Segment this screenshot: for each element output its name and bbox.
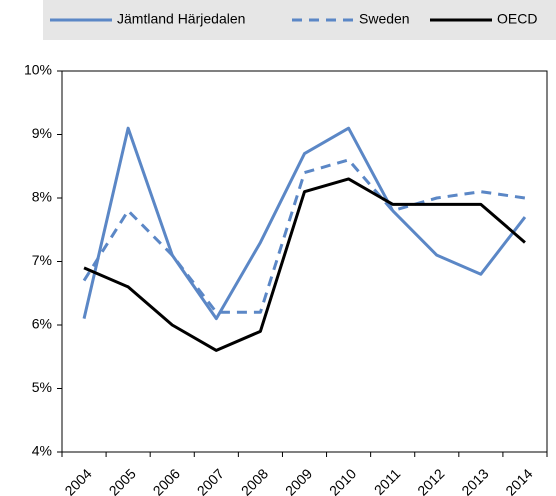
legend-label: OECD — [497, 11, 537, 27]
y-tick-label: 8% — [32, 189, 52, 205]
x-tick-label: 2011 — [371, 465, 404, 496]
x-tick-label: 2008 — [238, 465, 271, 496]
x-tick-label: 2009 — [282, 465, 315, 496]
series-line — [82, 126, 527, 321]
x-tick-label: 2006 — [150, 465, 183, 496]
x-tick-label: 2012 — [414, 465, 447, 496]
x-tick-label: 2005 — [106, 465, 139, 496]
y-tick-label: 5% — [32, 379, 52, 395]
x-tick-label: 2014 — [502, 465, 535, 496]
y-tick-label: 9% — [32, 125, 52, 141]
y-tick-label: 6% — [32, 316, 52, 332]
y-tick-label: 7% — [32, 252, 52, 268]
x-tick-label: 2004 — [61, 465, 94, 496]
x-tick-label: 2010 — [326, 465, 359, 496]
legend-label: Jämtland Härjedalen — [117, 11, 245, 27]
y-tick-label: 4% — [32, 443, 52, 459]
y-tick-label: 10% — [24, 62, 52, 78]
x-tick-label: 2013 — [458, 465, 491, 496]
series-line — [83, 177, 526, 352]
x-tick-label: 2007 — [194, 465, 227, 496]
legend-label: Sweden — [359, 11, 410, 27]
plot-area — [61, 70, 548, 453]
series-line — [82, 158, 526, 314]
